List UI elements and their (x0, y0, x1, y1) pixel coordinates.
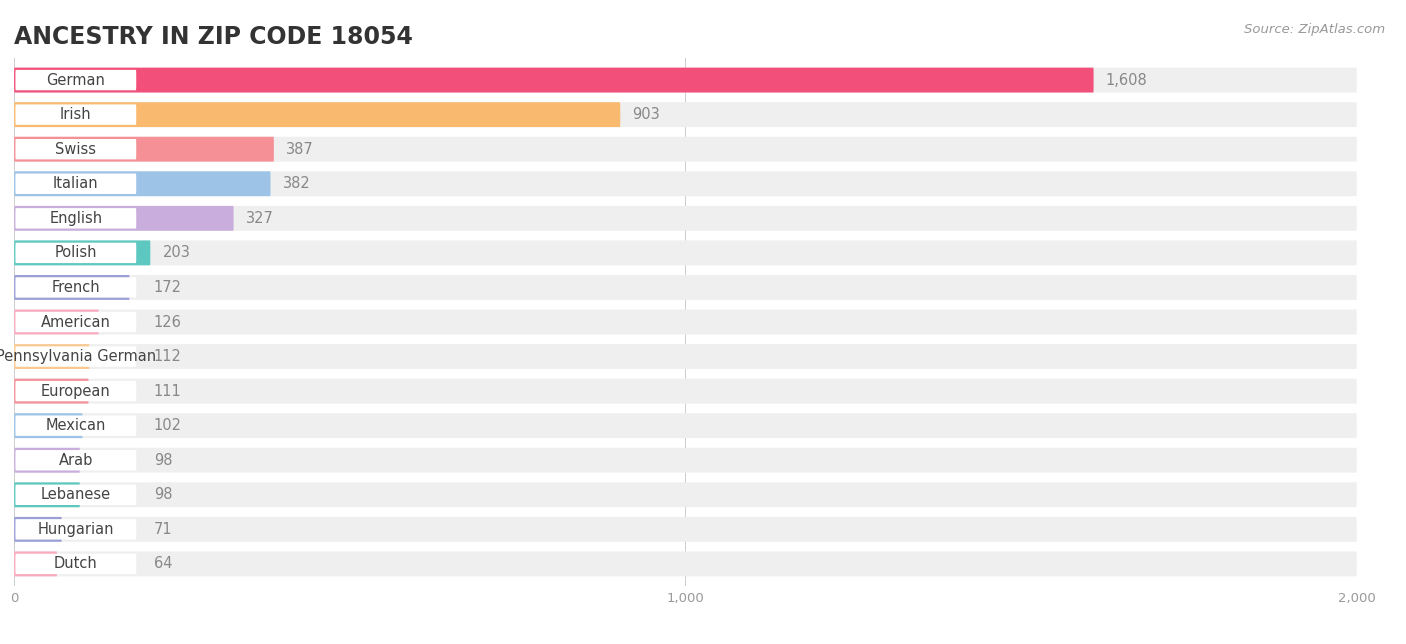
Text: Pennsylvania German: Pennsylvania German (0, 349, 156, 364)
Text: 126: 126 (153, 314, 181, 330)
FancyBboxPatch shape (15, 139, 136, 160)
FancyBboxPatch shape (15, 346, 136, 367)
Text: 111: 111 (153, 384, 181, 399)
FancyBboxPatch shape (15, 277, 136, 298)
Text: 71: 71 (153, 522, 173, 537)
FancyBboxPatch shape (15, 104, 136, 125)
FancyBboxPatch shape (14, 275, 129, 300)
Text: Dutch: Dutch (53, 556, 97, 571)
Text: 112: 112 (153, 349, 181, 364)
Text: Italian: Italian (53, 176, 98, 191)
Text: German: German (46, 73, 105, 88)
FancyBboxPatch shape (14, 379, 1357, 404)
FancyBboxPatch shape (14, 137, 274, 162)
Text: 1,608: 1,608 (1105, 73, 1147, 88)
FancyBboxPatch shape (15, 415, 136, 436)
FancyBboxPatch shape (14, 482, 1357, 507)
FancyBboxPatch shape (14, 517, 1357, 542)
FancyBboxPatch shape (15, 208, 136, 229)
Text: French: French (52, 280, 100, 295)
Text: 203: 203 (163, 245, 190, 260)
FancyBboxPatch shape (14, 413, 1357, 438)
Text: 382: 382 (283, 176, 311, 191)
Text: 387: 387 (285, 142, 314, 156)
FancyBboxPatch shape (15, 450, 136, 471)
FancyBboxPatch shape (14, 448, 80, 473)
FancyBboxPatch shape (14, 310, 98, 334)
FancyBboxPatch shape (14, 551, 58, 576)
FancyBboxPatch shape (14, 171, 270, 196)
FancyBboxPatch shape (15, 70, 136, 90)
Text: Mexican: Mexican (45, 418, 105, 433)
FancyBboxPatch shape (15, 381, 136, 401)
FancyBboxPatch shape (14, 206, 233, 231)
Text: American: American (41, 314, 111, 330)
FancyBboxPatch shape (15, 312, 136, 332)
Text: Swiss: Swiss (55, 142, 97, 156)
FancyBboxPatch shape (15, 554, 136, 574)
Text: Source: ZipAtlas.com: Source: ZipAtlas.com (1244, 23, 1385, 35)
FancyBboxPatch shape (14, 310, 1357, 334)
FancyBboxPatch shape (14, 448, 1357, 473)
Text: 903: 903 (633, 107, 661, 122)
Text: European: European (41, 384, 111, 399)
Text: 102: 102 (153, 418, 181, 433)
Text: 172: 172 (153, 280, 181, 295)
Text: Lebanese: Lebanese (41, 488, 111, 502)
Text: 98: 98 (153, 488, 172, 502)
Text: 64: 64 (153, 556, 172, 571)
FancyBboxPatch shape (14, 275, 1357, 300)
FancyBboxPatch shape (15, 173, 136, 194)
Text: Polish: Polish (55, 245, 97, 260)
FancyBboxPatch shape (14, 413, 83, 438)
FancyBboxPatch shape (14, 517, 62, 542)
FancyBboxPatch shape (14, 240, 1357, 265)
FancyBboxPatch shape (14, 344, 89, 369)
FancyBboxPatch shape (14, 379, 89, 404)
FancyBboxPatch shape (14, 344, 1357, 369)
Text: Arab: Arab (59, 453, 93, 468)
Text: English: English (49, 211, 103, 226)
FancyBboxPatch shape (14, 102, 620, 127)
FancyBboxPatch shape (14, 482, 80, 507)
FancyBboxPatch shape (15, 484, 136, 505)
FancyBboxPatch shape (14, 206, 1357, 231)
FancyBboxPatch shape (14, 102, 1357, 127)
Text: Hungarian: Hungarian (38, 522, 114, 537)
FancyBboxPatch shape (15, 519, 136, 540)
FancyBboxPatch shape (14, 171, 1357, 196)
FancyBboxPatch shape (15, 243, 136, 263)
Text: 327: 327 (246, 211, 274, 226)
FancyBboxPatch shape (14, 68, 1094, 93)
Text: Irish: Irish (60, 107, 91, 122)
Text: 98: 98 (153, 453, 172, 468)
FancyBboxPatch shape (14, 551, 1357, 576)
Text: ANCESTRY IN ZIP CODE 18054: ANCESTRY IN ZIP CODE 18054 (14, 25, 413, 49)
FancyBboxPatch shape (14, 68, 1357, 93)
FancyBboxPatch shape (14, 137, 1357, 162)
FancyBboxPatch shape (14, 240, 150, 265)
